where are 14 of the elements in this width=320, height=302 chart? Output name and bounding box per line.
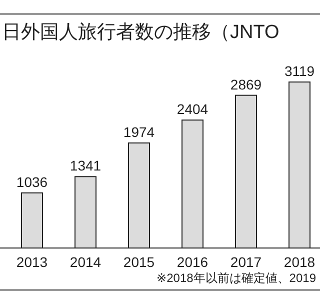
chart-title: 日外国人旅行者数の推移（JNTO [2,22,280,43]
data-label: 1974 [123,124,155,140]
data-label: 2404 [176,101,208,118]
x-tick-label: 2013 [16,254,48,270]
data-label: 1036 [16,174,48,190]
x-tick-label: 2014 [70,254,102,270]
x-tick-label: 2017 [230,254,262,270]
x-tick-label: 2015 [123,254,155,270]
data-label: 1341 [70,158,102,174]
data-label: 3119 [284,63,315,79]
data-label: 2869 [230,76,262,92]
x-tick-label: 2016 [176,254,208,270]
text: ※2018年以前は確定値、2019 [156,271,316,285]
x-tick-label: 2018 [284,254,316,270]
